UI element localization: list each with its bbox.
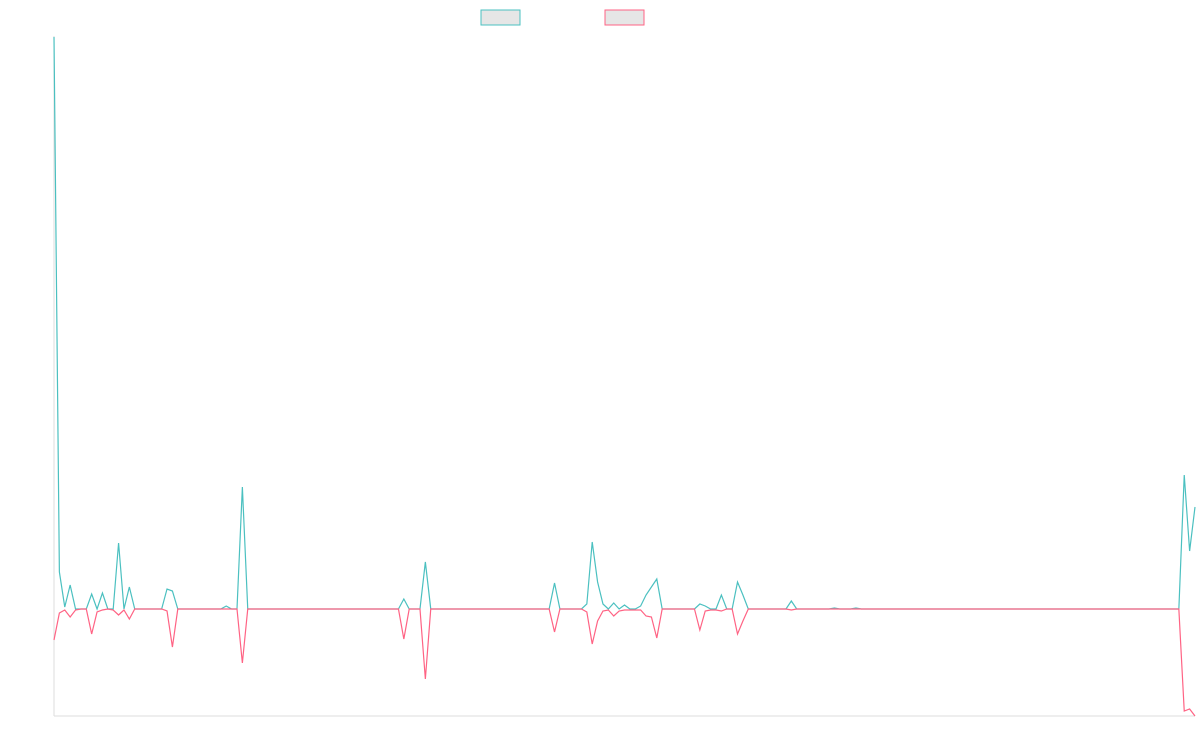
- legend-swatch: [604, 9, 645, 26]
- series-line: [53, 608, 1196, 717]
- legend-swatch: [480, 9, 521, 26]
- series-line: [53, 36, 1196, 611]
